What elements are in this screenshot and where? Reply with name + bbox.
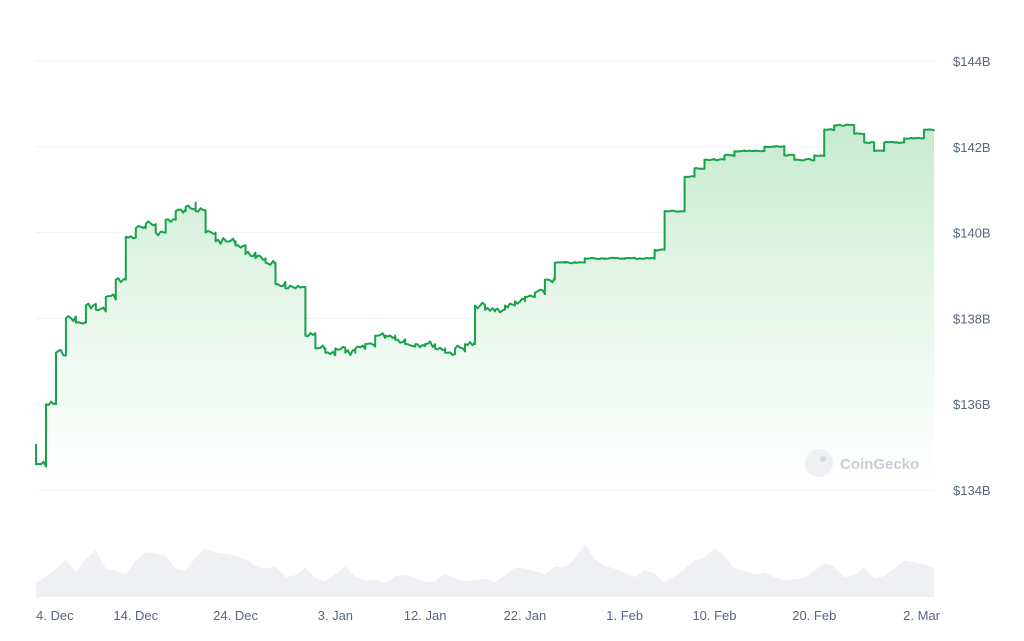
x-tick-label: 10. Feb (692, 608, 736, 623)
x-tick-label: 12. Jan (404, 608, 447, 623)
x-tick-label: 4. Dec (36, 608, 74, 623)
x-tick-label: 20. Feb (792, 608, 836, 623)
x-tick-label: 24. Dec (213, 608, 258, 623)
y-tick-label: $142B (953, 140, 991, 155)
y-axis-labels: $144B $142B $140B $138B $136B $134B (953, 54, 991, 498)
x-tick-label: 22. Jan (504, 608, 547, 623)
coingecko-watermark: CoinGecko (805, 449, 919, 477)
watermark-text: CoinGecko (840, 456, 919, 473)
x-tick-label: 2. Mar (903, 608, 941, 623)
x-tick-label: 1. Feb (606, 608, 643, 623)
y-tick-label: $134B (953, 483, 991, 498)
y-tick-label: $140B (953, 226, 991, 241)
y-tick-label: $138B (953, 311, 991, 326)
volume-layer (36, 544, 934, 597)
y-tick-label: $144B (953, 54, 991, 69)
x-tick-label: 14. Dec (113, 608, 158, 623)
gecko-logo-icon (805, 449, 833, 477)
x-axis-labels: 4. Dec 14. Dec 24. Dec 3. Jan 12. Jan 22. Jan… (36, 608, 941, 623)
line-layer (35, 123, 935, 468)
y-tick-label: $136B (953, 397, 991, 412)
gecko-eye-icon (820, 456, 826, 462)
price-line (35, 123, 935, 468)
volume-area (36, 544, 934, 597)
x-tick-label: 3. Jan (318, 608, 353, 623)
